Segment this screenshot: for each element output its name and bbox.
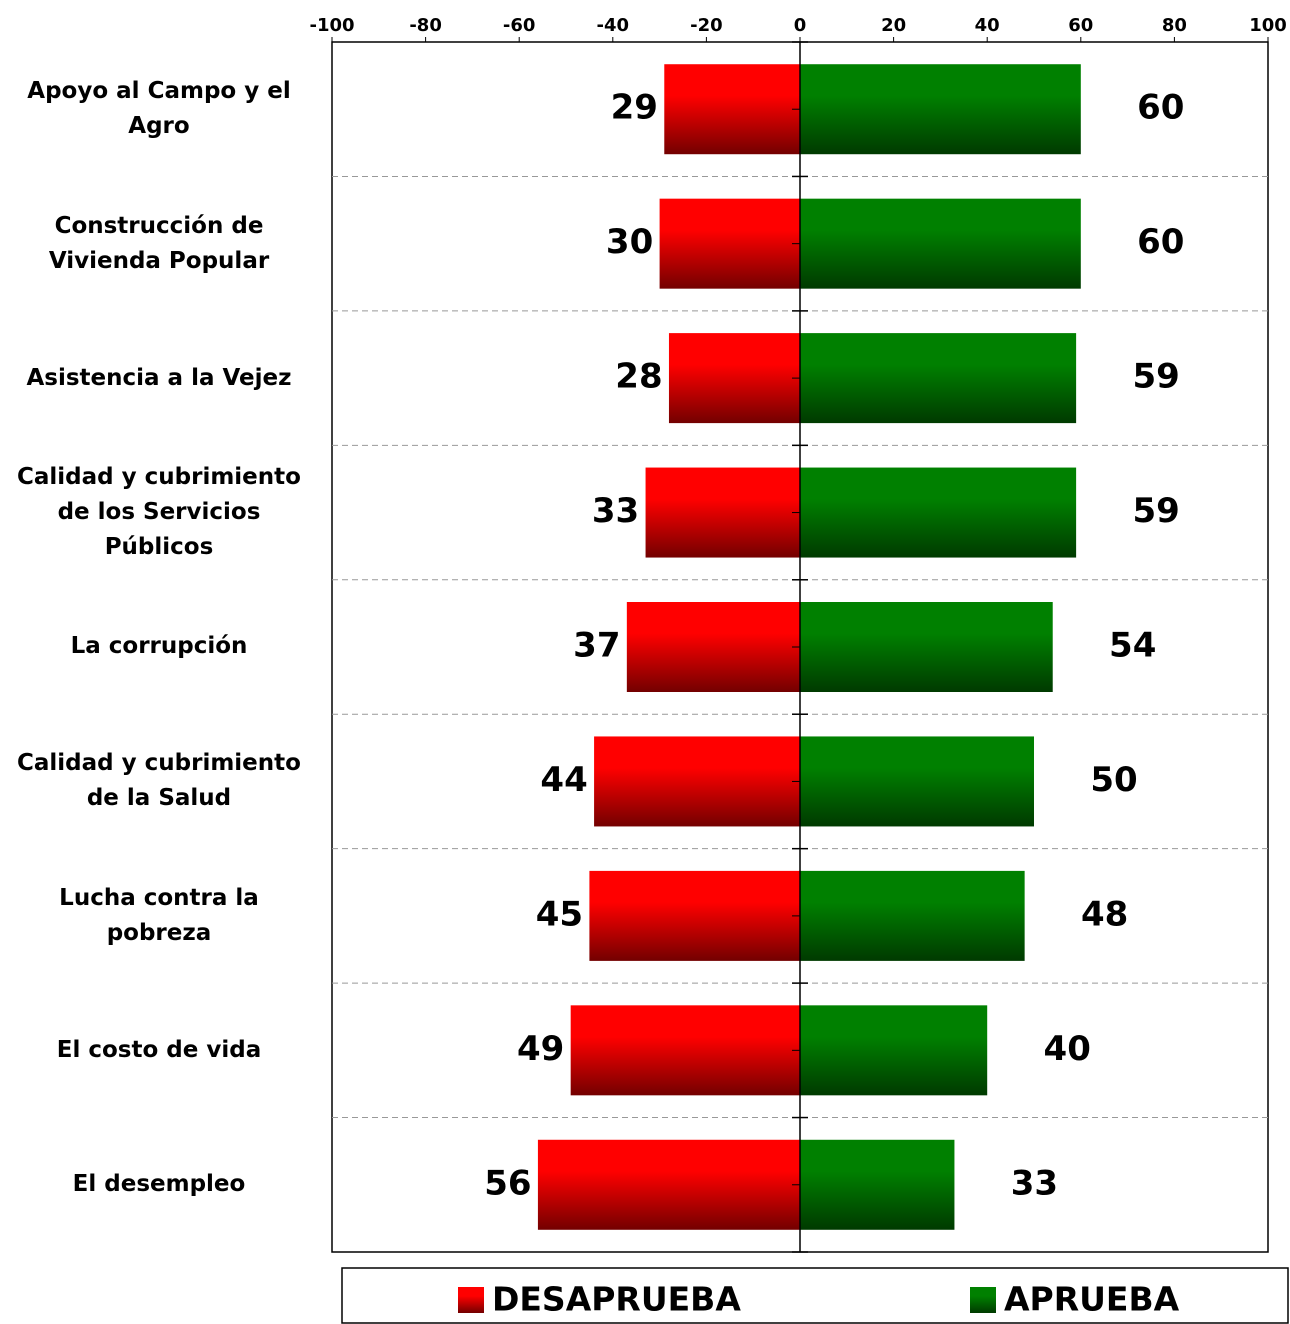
value-label: 49	[517, 1029, 564, 1069]
x-tick-label: 60	[1068, 15, 1093, 36]
value-label: 30	[606, 222, 653, 262]
value-label: 60	[1137, 88, 1184, 128]
x-tick-label: -40	[597, 15, 630, 36]
category-label: El costo de vida	[56, 1036, 262, 1063]
value-label: 45	[536, 894, 583, 934]
value-label: 37	[573, 626, 620, 666]
bar	[537, 1139, 800, 1230]
bar	[800, 602, 1053, 692]
legend-swatch	[970, 1287, 996, 1313]
value-label: 48	[1081, 894, 1128, 934]
bar	[800, 467, 1077, 558]
x-tick-label: 20	[881, 15, 906, 36]
bar	[800, 1005, 988, 1096]
bar	[800, 333, 1077, 424]
value-label: 29	[611, 88, 658, 128]
x-tick-label: -100	[309, 15, 354, 36]
category-label: El desempleo	[72, 1171, 246, 1198]
legend-box	[341, 1267, 1289, 1324]
bar	[645, 467, 800, 558]
value-label: 60	[1137, 222, 1184, 262]
bar	[800, 870, 1025, 961]
bar	[589, 870, 800, 961]
category-label: Asistencia a la Vejez	[26, 364, 292, 391]
x-tick-label: 40	[975, 15, 1000, 36]
value-label: 59	[1132, 357, 1179, 397]
category-label: Calidad y cubrimiento de los Servicios P…	[17, 464, 301, 561]
category-label: Construcción de Vivienda Popular	[48, 212, 270, 274]
value-label: 40	[1044, 1029, 1091, 1069]
x-tick-label: -60	[503, 15, 536, 36]
bar	[800, 198, 1081, 289]
value-label: 33	[592, 491, 639, 531]
bar	[668, 333, 800, 424]
x-tick-label: -20	[690, 15, 723, 36]
legend-label: DESAPRUEBA	[492, 1280, 741, 1319]
bar	[659, 198, 800, 289]
value-label: 44	[540, 760, 587, 800]
bar	[800, 1139, 955, 1230]
category-label: Apoyo al Campo y el Agro	[27, 78, 291, 140]
value-label: 59	[1132, 491, 1179, 531]
value-label: 50	[1090, 760, 1137, 800]
x-tick-label: -80	[409, 15, 442, 36]
value-label: 28	[615, 357, 662, 397]
bar	[626, 602, 800, 692]
category-label: Calidad y cubrimiento de la Salud	[17, 750, 301, 812]
x-tick-label: 80	[1162, 15, 1187, 36]
legend-swatch	[458, 1287, 484, 1313]
category-label: La corrupción	[70, 633, 248, 660]
bar	[664, 64, 800, 155]
x-tick-label: 0	[794, 15, 807, 36]
value-label: 54	[1109, 626, 1156, 666]
category-label: Lucha contra la pobreza	[59, 884, 259, 946]
bar	[570, 1005, 800, 1096]
x-tick-label: 100	[1249, 15, 1287, 36]
bar	[800, 64, 1081, 155]
value-label: 33	[1011, 1163, 1058, 1203]
bar	[800, 736, 1034, 827]
legend-label: APRUEBA	[1004, 1280, 1180, 1319]
bar	[594, 736, 800, 827]
value-label: 56	[484, 1163, 531, 1203]
